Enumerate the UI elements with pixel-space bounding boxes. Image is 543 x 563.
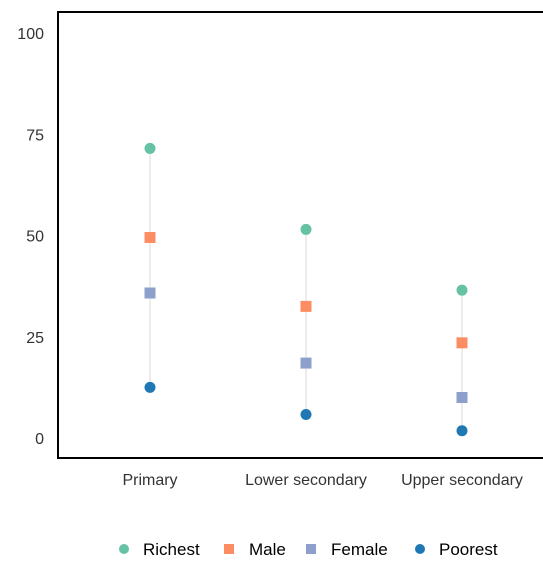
point-poorest — [144, 381, 156, 393]
plot-frame — [57, 11, 543, 459]
point-richest — [456, 284, 468, 296]
x-tick-label: Primary — [122, 472, 177, 489]
legend-marker-female — [306, 544, 316, 554]
y-tick-label: 50 — [26, 229, 44, 246]
point-richest — [300, 223, 312, 235]
point-richest — [144, 142, 156, 154]
x-axis-ticks: Primary Lower secondary Upper secondary — [122, 472, 522, 489]
point-female — [456, 392, 468, 403]
y-tick-label: 100 — [17, 26, 44, 43]
plot-area — [57, 11, 543, 459]
legend-label-poorest: Poorest — [439, 540, 498, 558]
point-male — [144, 232, 156, 244]
legend-label-male: Male — [249, 540, 286, 558]
legend-marker-male — [224, 544, 234, 554]
point-poorest — [456, 425, 468, 437]
x-tick-label: Upper secondary — [401, 472, 523, 489]
point-male — [456, 337, 468, 349]
y-tick-label: 75 — [26, 127, 44, 144]
point-female — [300, 357, 312, 369]
legend: Richest Male Female Poorest — [119, 540, 498, 559]
point-male — [300, 300, 312, 312]
legend-label-richest: Richest — [143, 540, 200, 558]
legend-marker-poorest — [415, 544, 425, 554]
y-tick-label: 25 — [26, 330, 44, 347]
point-female — [144, 287, 156, 299]
legend-label-female: Female — [331, 540, 388, 558]
point-poorest — [300, 409, 312, 421]
y-tick-label: 0 — [35, 431, 44, 448]
x-tick-label: Lower secondary — [245, 472, 367, 489]
y-axis-ticks: 0 25 50 75 100 — [17, 26, 44, 448]
legend-marker-richest — [119, 544, 129, 554]
